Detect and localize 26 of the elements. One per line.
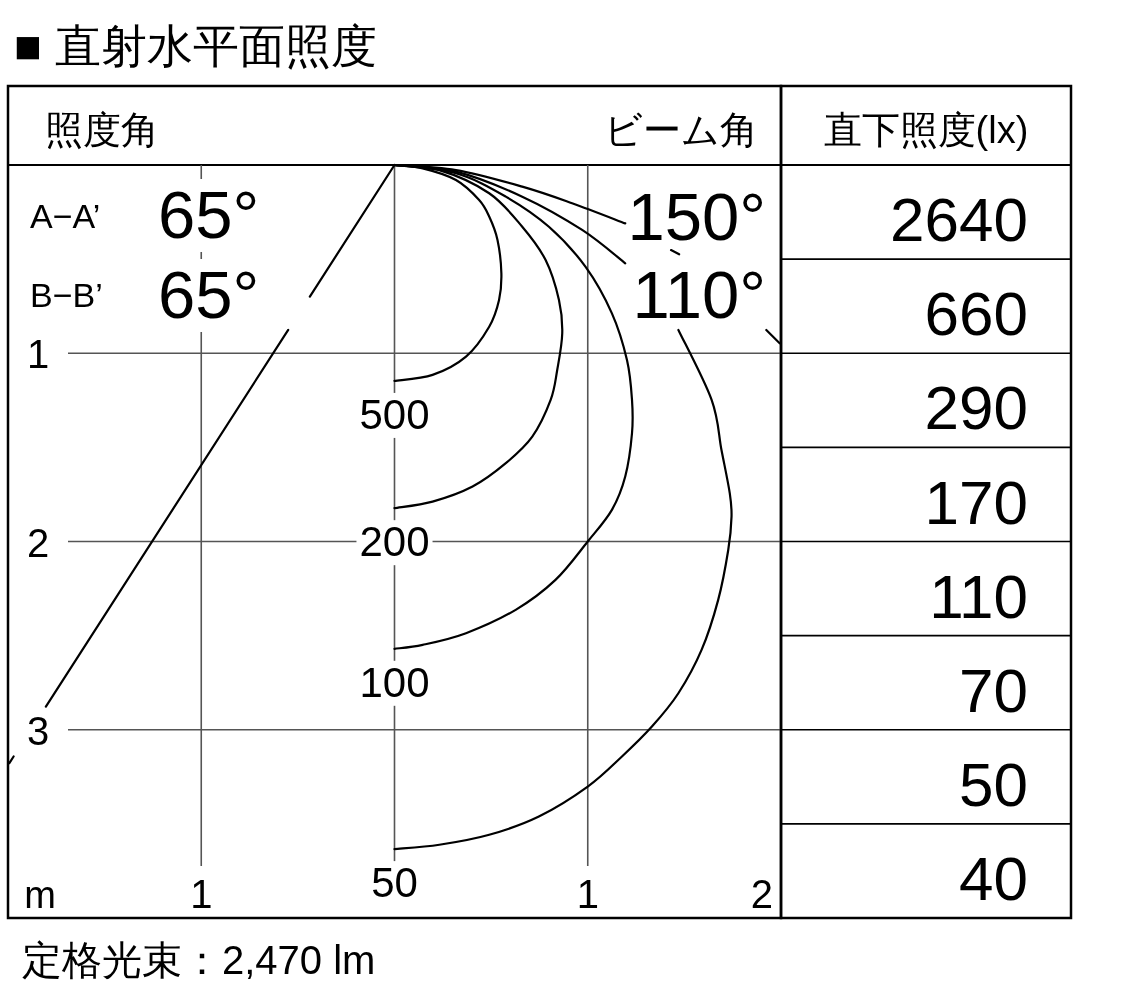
annotation: B−B’ — [30, 276, 103, 314]
table-value: 70 — [959, 655, 1028, 725]
annotation: 65° — [158, 177, 260, 252]
table-value: 40 — [959, 844, 1028, 913]
xtick: 1 — [576, 872, 599, 916]
xlabel: m — [24, 874, 56, 916]
table-value: 110 — [929, 561, 1028, 631]
ytick: 2 — [26, 520, 50, 565]
xtick: 2 — [750, 872, 773, 916]
table-value: 290 — [924, 373, 1028, 443]
ytick: 3 — [26, 708, 50, 753]
table-value: 50 — [959, 749, 1028, 819]
table-value: 2640 — [890, 185, 1028, 255]
annotation: 65° — [158, 257, 260, 332]
annotation: 150° — [627, 179, 766, 254]
annotation: ビーム角 — [604, 109, 758, 151]
xtick: 1 — [190, 872, 213, 916]
annotation: 110° — [632, 257, 766, 332]
annotation: 照度角 — [45, 109, 159, 151]
ytick: 1 — [26, 332, 50, 377]
annotation: A−A’ — [30, 197, 101, 235]
annotation: 定格光束：2,470 lm — [22, 938, 376, 982]
title: ■ 直射水平面照度 — [14, 20, 377, 72]
table-title: 直下照度(lx) — [823, 109, 1029, 151]
table-value: 660 — [924, 279, 1028, 349]
table-value: 170 — [924, 467, 1028, 537]
